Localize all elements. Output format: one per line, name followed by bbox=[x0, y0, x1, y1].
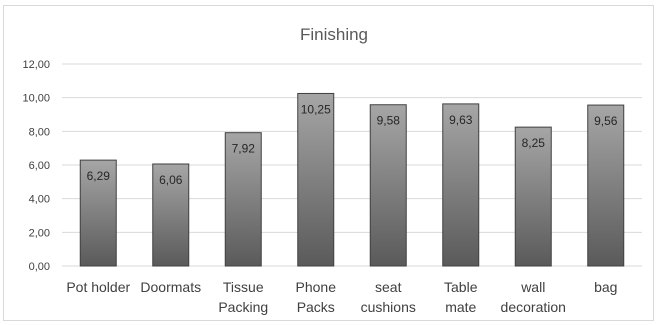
data-label: 9,56 bbox=[594, 114, 618, 128]
x-category-label: bag bbox=[594, 279, 617, 295]
y-tick-label: 8,00 bbox=[29, 126, 50, 138]
bar bbox=[152, 163, 190, 267]
data-label: 6,29 bbox=[87, 169, 111, 183]
y-axis-ticks: 0,00 2,00 4,00 6,00 8,00 10,00 12,00 bbox=[22, 59, 50, 273]
x-category-label: Doormats bbox=[140, 279, 201, 295]
data-label: 8,25 bbox=[522, 136, 546, 150]
data-label: 9,63 bbox=[449, 113, 473, 127]
bar bbox=[369, 104, 407, 267]
bar bbox=[514, 126, 552, 267]
y-tick-label: 6,00 bbox=[29, 160, 50, 172]
bar bbox=[79, 159, 117, 267]
bar bbox=[442, 103, 480, 267]
data-labels: 6,29 6,06 7,92 10,25 9,58 9,63 8,25 9,56 bbox=[87, 102, 618, 187]
x-category-label: seat cushions bbox=[361, 279, 416, 315]
x-category-label: Table mate bbox=[444, 279, 478, 315]
y-tick-label: 12,00 bbox=[22, 59, 50, 71]
bar bbox=[224, 132, 262, 267]
x-category-label: Pot holder bbox=[66, 279, 130, 295]
y-tick-label: 4,00 bbox=[29, 194, 50, 206]
data-label: 9,58 bbox=[377, 114, 401, 128]
data-label: 6,06 bbox=[159, 173, 183, 187]
bar bbox=[297, 92, 335, 267]
x-axis-categories: Pot holder Doormats Tissue Packing Phone Pack… bbox=[66, 279, 617, 315]
x-category-label: wall decoration bbox=[501, 279, 566, 315]
data-label: 7,92 bbox=[232, 142, 256, 156]
bar bbox=[587, 104, 625, 267]
y-tick-label: 2,00 bbox=[29, 227, 50, 239]
chart-title: Finishing bbox=[300, 25, 368, 44]
y-tick-label: 0,00 bbox=[29, 261, 50, 273]
y-tick-label: 10,00 bbox=[22, 93, 50, 105]
data-label: 10,25 bbox=[301, 102, 331, 116]
gridlines bbox=[62, 63, 642, 267]
bars bbox=[79, 92, 625, 267]
x-category-label: Phone Packs bbox=[296, 279, 337, 315]
x-category-label: Tissue Packing bbox=[218, 279, 268, 315]
